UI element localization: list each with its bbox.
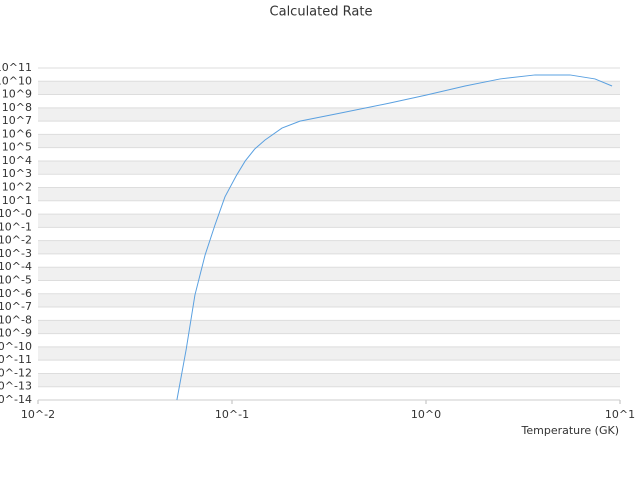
y-tick-label: 10^-12 [0,366,32,379]
grid-band [38,81,620,95]
grid-band [38,373,620,387]
y-tick-label: 10^-6 [0,287,32,300]
x-tick-label: 10^0 [411,408,441,421]
grid-band [38,214,620,228]
grid-band [38,187,620,201]
x-axis-label: Temperature (GK) [521,424,620,437]
y-tick-label: 10^8 [2,101,32,114]
y-tick-label: 10^7 [2,114,32,127]
x-tick-label: 10^-1 [215,408,249,421]
x-tick-label: 10^1 [605,408,635,421]
data-line [176,74,613,401]
grid-band [38,320,620,334]
chart-title: Calculated Rate [270,5,373,20]
y-tick-label: 10^-11 [0,353,32,366]
y-tick-label: 10^-10 [0,340,32,353]
grid-band [38,240,620,254]
y-tick-label: 10^9 [2,88,32,101]
y-tick-label: 10^-0 [0,207,32,220]
y-tick-label: 10^5 [2,141,32,154]
y-tick-label: 10^2 [2,181,32,194]
y-tick-label: 10^-3 [0,247,32,260]
x-tick-label: 10^-2 [21,408,55,421]
y-tick-label: 10^4 [2,154,32,167]
y-tick-label: 10^-14 [0,393,32,406]
grid-band [38,107,620,122]
grid-band [38,134,620,148]
grid-band [38,346,620,361]
y-tick-label: 10^-5 [0,273,32,286]
y-tick-label: 10^-7 [0,300,32,313]
y-tick-label: 10^1 [2,194,32,207]
grid-band [38,267,620,281]
y-tick-label: 10^-4 [0,260,32,273]
y-tick-label: 10^-1 [0,220,32,233]
y-tick-label: 10^11 [0,61,32,74]
y-tick-label: 10^-2 [0,234,32,247]
y-tick-label: 10^-13 [0,380,32,393]
y-tick-label: 10^10 [0,74,32,87]
grid-band [38,160,620,175]
y-tick-label: 10^3 [2,167,32,180]
grid-band [38,293,620,308]
y-tick-label: 10^-9 [0,327,32,340]
y-tick-label: 10^6 [2,127,32,140]
y-tick-label: 10^-8 [0,313,32,326]
